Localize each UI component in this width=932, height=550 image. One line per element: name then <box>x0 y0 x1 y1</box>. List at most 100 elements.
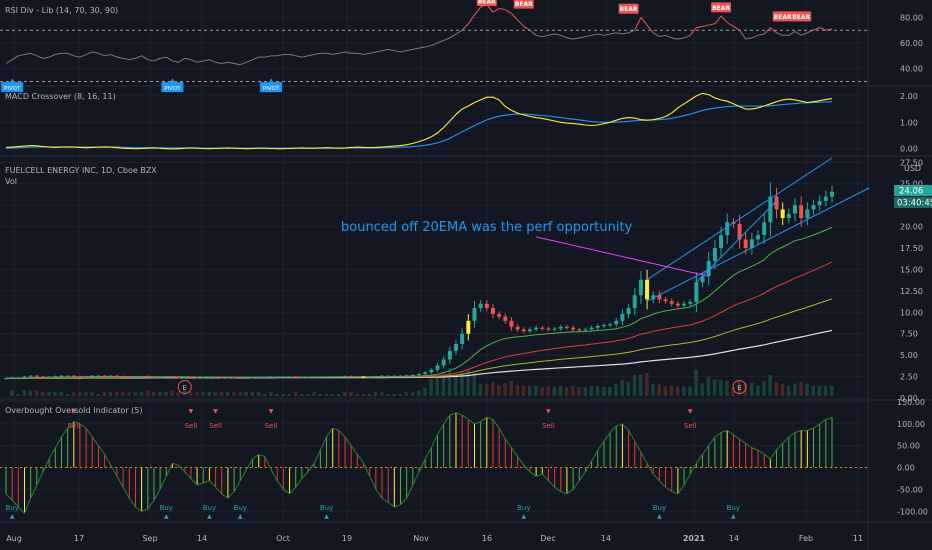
candle-body <box>756 235 761 240</box>
volume-bars <box>10 368 834 396</box>
countdown-tag: 03:40:45 <box>894 197 932 209</box>
candle-body <box>589 327 594 330</box>
buy-signal-label: Buy <box>160 504 173 512</box>
volume-bar <box>361 394 366 396</box>
volume-bar <box>589 385 594 396</box>
volume-bar <box>688 386 692 396</box>
volume-bar <box>694 369 698 396</box>
bear-signal-badge <box>772 11 793 22</box>
x-axis-label: 14 <box>729 534 739 543</box>
rsi-line-segment <box>196 60 204 63</box>
rsi-line-segment <box>30 52 38 57</box>
candle-body <box>435 365 440 370</box>
candle-body <box>355 376 360 378</box>
x-axis-label: Sep <box>142 534 157 543</box>
rsi-line-segment <box>431 42 438 47</box>
rsi-line-segment <box>123 57 130 61</box>
candle-body <box>601 325 606 327</box>
rsi-line-segment <box>554 33 561 36</box>
volume-bar <box>108 392 113 396</box>
candle-body <box>780 209 785 218</box>
candle-body <box>626 308 631 314</box>
rsi-line-segment <box>92 51 99 54</box>
rsi-line-segment <box>55 52 62 56</box>
oscillator-panel[interactable]: ▼Sell▼Sell▼Sell▼Sell▼Sell▼SellBuy▲Buy▲Bu… <box>0 408 868 520</box>
buy-signal-label: Buy <box>517 504 530 512</box>
volume-bar <box>145 390 150 396</box>
candle-body <box>472 308 477 321</box>
volume-bar <box>121 392 125 396</box>
buy-signal-label: Buy <box>727 504 740 512</box>
rsi-tick-label: 40.00 <box>900 65 923 74</box>
rsi-line-segment <box>591 33 598 36</box>
rsi-line-segment <box>252 56 259 61</box>
rsi-line-segment <box>776 32 783 36</box>
candle-body <box>638 279 643 296</box>
rsi-line-segment <box>240 61 247 66</box>
rsi-line-segment <box>579 36 586 39</box>
rsi-line-segment <box>110 54 118 58</box>
candle-body <box>811 205 816 210</box>
buy-signal-arrow: ▲ <box>238 513 243 520</box>
volume-bar <box>28 390 33 396</box>
rsi-line-segment <box>98 52 105 57</box>
macd-line <box>5 92 833 150</box>
annotation-arrow <box>536 236 709 277</box>
volume-bar <box>398 394 403 396</box>
candle-body <box>552 328 557 330</box>
candle-body <box>77 376 82 378</box>
volume-bar <box>244 392 248 396</box>
candle-body <box>108 375 113 377</box>
volume-bar <box>318 394 322 396</box>
candle-body <box>380 375 385 377</box>
sell-signal-label: Sell <box>684 422 697 430</box>
candle-body <box>515 326 520 330</box>
x-axis-label: Feb <box>799 534 813 543</box>
volume-bar <box>706 376 711 396</box>
candle-body <box>460 333 465 344</box>
earnings-marker <box>732 380 747 394</box>
price-tick-label: 12.50 <box>900 287 923 296</box>
volume-bar <box>780 383 785 396</box>
candle-body <box>330 376 335 378</box>
rsi-line-segment <box>467 14 475 25</box>
rsi-line-segment <box>616 32 623 35</box>
rsi-line-segment <box>542 34 549 38</box>
rsi-line-segment <box>560 34 568 39</box>
candle-body <box>571 327 576 330</box>
macd-panel[interactable] <box>5 92 833 150</box>
x-axis-label: Aug <box>6 534 22 543</box>
rsi-line-segment <box>751 34 759 39</box>
rsi-line-segment <box>739 29 747 40</box>
volume-bar <box>65 394 70 396</box>
candle-body <box>700 276 705 283</box>
volume-bar <box>811 385 816 396</box>
candle-body <box>188 377 193 378</box>
rsi-line-segment <box>628 29 635 34</box>
volume-bar <box>601 386 606 396</box>
candle-body <box>84 376 89 378</box>
rsi-line-segment <box>73 55 81 58</box>
candle-body <box>546 328 551 330</box>
candle-body <box>269 376 274 378</box>
rsi-line-segment <box>770 27 777 34</box>
rsi-line-segment <box>221 61 229 64</box>
x-axis-label: Nov <box>413 534 429 543</box>
rsi-line-segment <box>548 33 555 36</box>
sell-signal-label: Sell <box>67 422 80 430</box>
volume-bar <box>250 392 255 396</box>
rsi-line-segment <box>597 33 605 36</box>
rsi-line-segment <box>129 57 136 61</box>
rsi-line-segment <box>708 23 715 26</box>
rsi-line-segment <box>517 19 525 27</box>
candle-body <box>429 369 434 373</box>
candle-body <box>65 375 70 377</box>
candle-body <box>743 239 748 248</box>
sell-signal-label: Sell <box>209 422 222 430</box>
rsi-line-segment <box>461 23 469 31</box>
candle-body <box>232 377 237 379</box>
